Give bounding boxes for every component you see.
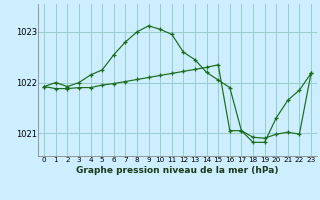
X-axis label: Graphe pression niveau de la mer (hPa): Graphe pression niveau de la mer (hPa) [76, 166, 279, 175]
